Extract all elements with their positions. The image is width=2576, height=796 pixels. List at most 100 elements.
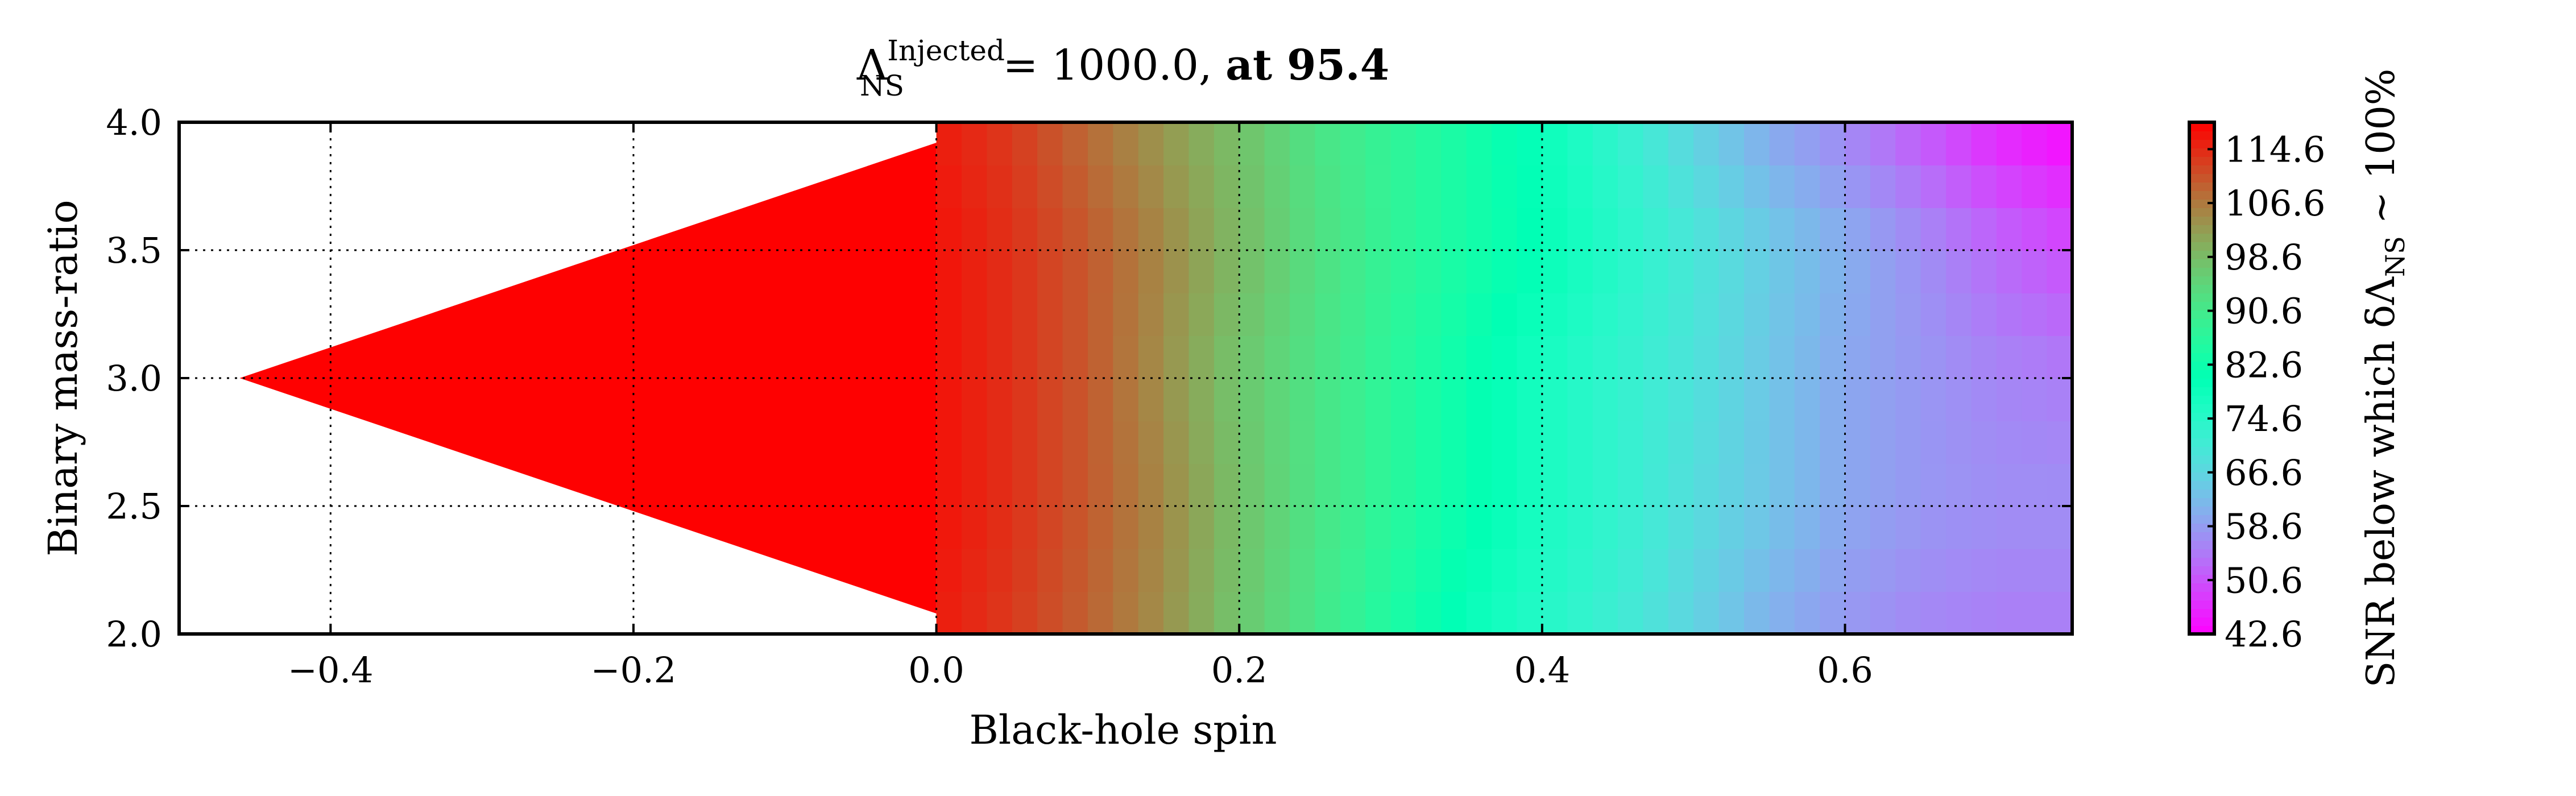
heatmap-cell <box>1037 250 1063 293</box>
heatmap-cell <box>1567 335 1593 379</box>
heatmap-cell <box>1062 549 1088 592</box>
heatmap-cell <box>1820 208 1846 251</box>
heatmap-cell <box>2047 293 2072 336</box>
colorbar-segment <box>2189 617 2214 626</box>
heatmap-cell <box>1971 591 1997 634</box>
colorbar-segment <box>2189 344 2214 353</box>
heatmap-cell <box>1920 335 1947 379</box>
colorbar-segment <box>2189 600 2214 609</box>
heatmap-cell <box>1290 549 1316 592</box>
title-subscript: NS <box>860 69 904 102</box>
heatmap-cell <box>962 463 988 507</box>
heatmap-cell <box>1769 122 1795 165</box>
heatmap-cell <box>1769 208 1795 251</box>
heatmap-cell <box>1062 250 1088 293</box>
heatmap-cell <box>2047 122 2072 165</box>
heatmap-cell <box>1971 335 1997 379</box>
heatmap-cell <box>1895 122 1921 165</box>
heatmap-cell <box>1920 208 1947 251</box>
heatmap-cell <box>1567 506 1593 549</box>
heatmap-cell <box>1895 421 1921 464</box>
heatmap-cell <box>1239 591 1265 634</box>
heatmap-cell <box>1769 165 1795 208</box>
heatmap-cell <box>1870 463 1896 507</box>
heatmap-cell <box>2022 165 2048 208</box>
heatmap-cell <box>1087 208 1114 251</box>
heatmap-cell <box>1138 250 1165 293</box>
heatmap-cell <box>1441 335 1467 379</box>
heatmap-cell <box>1340 208 1366 251</box>
colorbar-segment <box>2189 301 2214 310</box>
heatmap-cell <box>1138 463 1165 507</box>
colorbar-segment <box>2189 242 2214 251</box>
heatmap-cell <box>1163 378 1190 421</box>
heatmap-cell <box>1113 591 1139 634</box>
heatmap-cell <box>1163 591 1190 634</box>
colorbar-tick-label: 90.6 <box>2225 291 2303 332</box>
heatmap-cell <box>1239 421 1265 464</box>
heatmap-cell <box>1390 335 1417 379</box>
heatmap-cell <box>1895 335 1921 379</box>
heatmap-cell <box>1996 250 2023 293</box>
heatmap-cell <box>1643 208 1669 251</box>
heatmap-cell <box>1618 250 1644 293</box>
heatmap-cell <box>1466 250 1493 293</box>
heatmap-cell <box>1946 293 1972 336</box>
colorbar-segment <box>2189 370 2214 379</box>
heatmap-cell <box>1820 421 1846 464</box>
colorbar-tick-label: 114.6 <box>2225 128 2326 170</box>
heatmap-cell <box>1668 165 1695 208</box>
heatmap-cell <box>1971 293 1997 336</box>
heatmap-cell <box>962 506 988 549</box>
heatmap-cell <box>1214 335 1240 379</box>
heatmap-cell <box>1415 165 1442 208</box>
heatmap-cell <box>1138 378 1165 421</box>
heatmap-cell <box>1264 421 1290 464</box>
heatmap-cell <box>1365 591 1391 634</box>
colorbar-segment <box>2189 574 2214 583</box>
negative-spin-wedge <box>239 143 937 613</box>
heatmap-cell <box>1971 122 1997 165</box>
heatmap-cell <box>2047 250 2072 293</box>
heatmap-cell <box>1087 463 1114 507</box>
heatmap-cell <box>1390 122 1417 165</box>
heatmap-cell <box>1012 250 1038 293</box>
heatmap-cell <box>1113 549 1139 592</box>
heatmap-cell <box>1820 378 1846 421</box>
heatmap-cell <box>1315 208 1341 251</box>
heatmap-cell <box>1769 293 1795 336</box>
heatmap-cell <box>2047 591 2072 634</box>
colorbar-segment <box>2189 446 2214 455</box>
heatmap-cell <box>1744 250 1770 293</box>
heatmap-cell <box>1012 463 1038 507</box>
heatmap-cell <box>2022 421 2048 464</box>
heatmap-cell <box>1466 293 1493 336</box>
heatmap-cell <box>1239 463 1265 507</box>
heatmap-cell <box>1290 421 1316 464</box>
heatmap-cell <box>1037 165 1063 208</box>
heatmap-cell <box>1618 208 1644 251</box>
heatmap-cell <box>1845 165 1871 208</box>
heatmap-cell <box>1239 208 1265 251</box>
heatmap-cell <box>1920 122 1947 165</box>
heatmap-cell <box>1365 250 1391 293</box>
colorbar-segment <box>2189 506 2214 515</box>
heatmap-cell <box>1466 591 1493 634</box>
heatmap-cell <box>1188 335 1215 379</box>
colorbar-segment <box>2189 438 2214 447</box>
heatmap-cell <box>1441 463 1467 507</box>
heatmap-cell <box>1517 549 1543 592</box>
heatmap-cell <box>1971 421 1997 464</box>
heatmap-cell <box>1870 506 1896 549</box>
heatmap-cell <box>1845 208 1871 251</box>
heatmap-cell <box>2022 293 2048 336</box>
heatmap-cell <box>1794 293 1821 336</box>
heatmap-cell <box>1390 293 1417 336</box>
heatmap-cell <box>1264 463 1290 507</box>
heatmap-cell <box>987 293 1013 336</box>
heatmap-cell <box>1718 293 1745 336</box>
heatmap-cell <box>1087 122 1114 165</box>
heatmap-cell <box>1415 250 1442 293</box>
heatmap-cell <box>1517 591 1543 634</box>
heatmap-cell <box>1214 122 1240 165</box>
